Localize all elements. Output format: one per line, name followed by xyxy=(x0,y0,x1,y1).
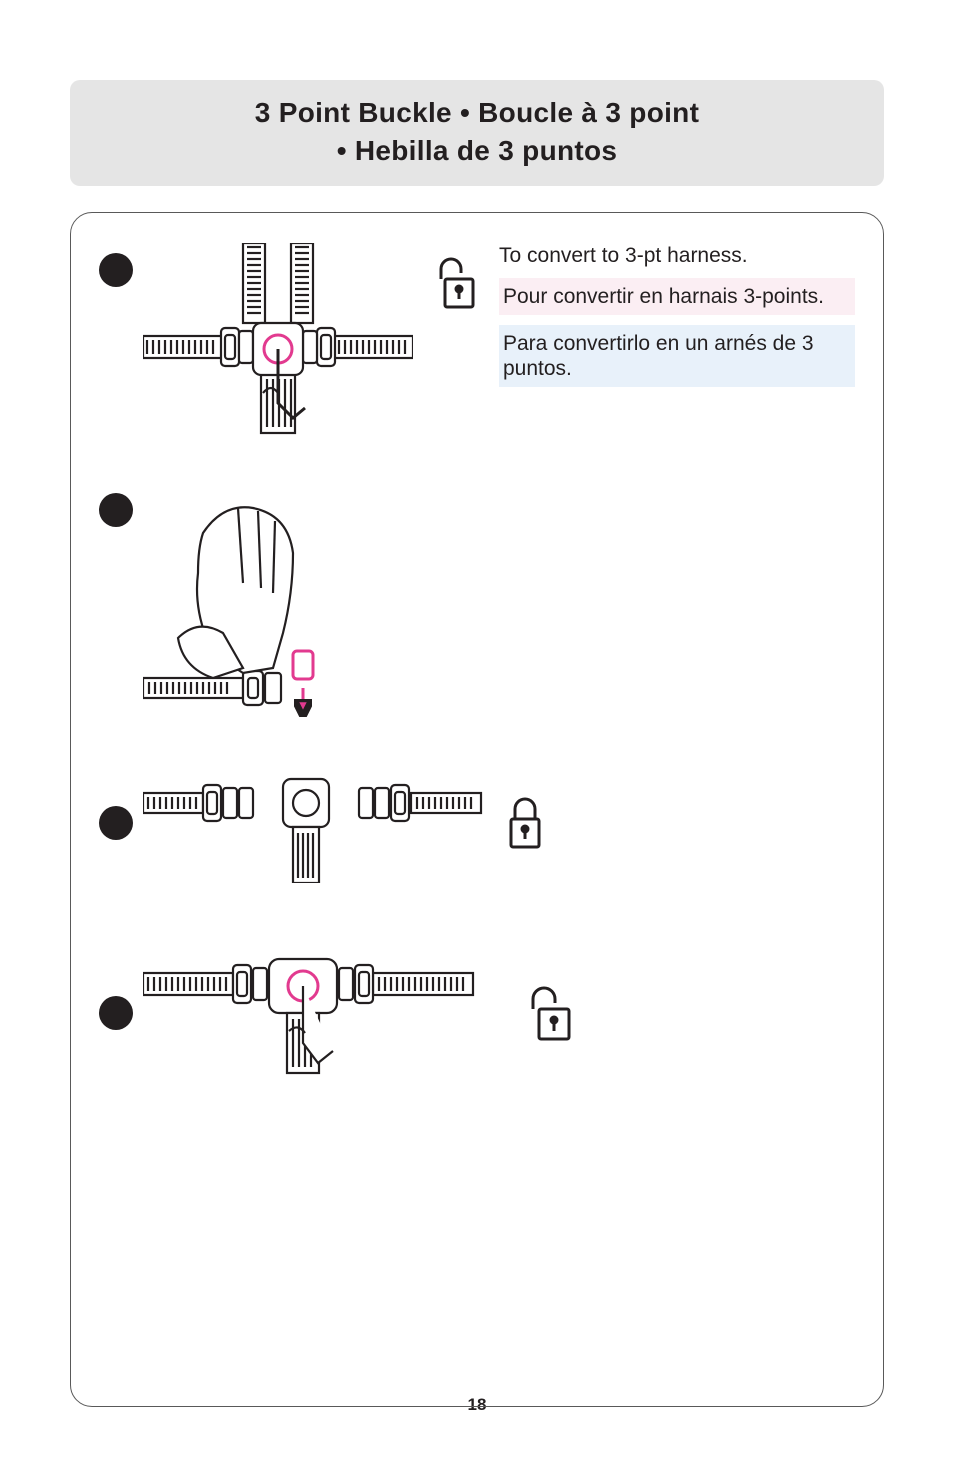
step-1-text: To convert to 3-pt harness. Pour convert… xyxy=(499,243,855,398)
step-bullet xyxy=(99,493,133,527)
text-es: Para convertirlo en un arnés de 3 puntos… xyxy=(499,325,855,387)
content-panel: To convert to 3-pt harness. Pour convert… xyxy=(70,212,884,1407)
unlock-icon xyxy=(431,253,479,313)
step-bullet xyxy=(99,806,133,840)
unlock-icon xyxy=(523,981,575,1045)
step-bullet xyxy=(99,253,133,287)
step-bullet xyxy=(99,996,133,1030)
title-line-1: 3 Point Buckle • Boucle à 3 point xyxy=(255,97,699,128)
step-3 xyxy=(99,763,855,883)
step-1: To convert to 3-pt harness. Pour convert… xyxy=(99,243,855,453)
title-line-2: • Hebilla de 3 puntos xyxy=(337,135,618,166)
illustration-3pt-assembled xyxy=(143,933,483,1093)
illustration-3pt-separated xyxy=(143,763,483,883)
illustration-hand-release xyxy=(143,493,383,723)
text-en: To convert to 3-pt harness. xyxy=(499,243,855,268)
text-fr: Pour convertir en harnais 3-points. xyxy=(499,278,855,315)
section-title: 3 Point Buckle • Boucle à 3 point • Hebi… xyxy=(80,94,874,170)
step-2 xyxy=(99,493,855,723)
illustration-buckle-assembled xyxy=(143,243,413,453)
section-header: 3 Point Buckle • Boucle à 3 point • Hebi… xyxy=(70,80,884,186)
lock-icon xyxy=(501,793,549,853)
step-4 xyxy=(99,933,855,1093)
